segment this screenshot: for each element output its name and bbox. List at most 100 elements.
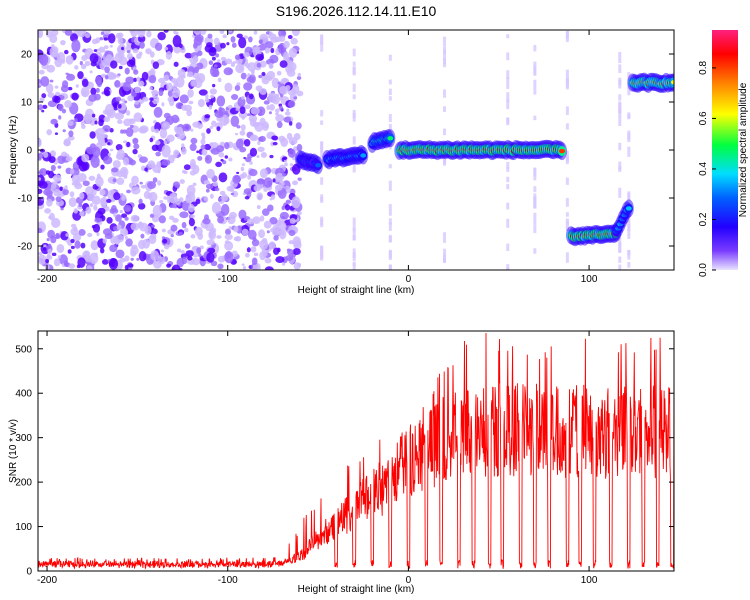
noise-speckle — [50, 164, 56, 172]
noise-speckle — [95, 128, 105, 135]
noise-speckle — [297, 72, 301, 77]
noise-speckle — [201, 135, 206, 140]
noise-speckle — [138, 30, 145, 34]
noise-speckle — [109, 44, 113, 48]
streak-mark — [565, 69, 569, 77]
noise-speckle — [38, 180, 48, 189]
snr-y-label: SNR (10 * v/v) — [8, 419, 19, 483]
noise-speckle — [293, 133, 301, 141]
noise-speckle — [103, 89, 111, 96]
streak-mark — [352, 252, 356, 262]
streak-mark — [565, 212, 569, 217]
noise-speckle — [259, 168, 268, 179]
noise-speckle — [256, 106, 266, 116]
streak-mark — [320, 141, 324, 150]
noise-speckle — [272, 141, 278, 146]
noise-speckle — [45, 258, 50, 264]
noise-speckle — [270, 47, 275, 54]
noise-speckle — [101, 259, 109, 265]
noise-speckle — [179, 94, 189, 104]
noise-speckle — [228, 226, 232, 231]
noise-speckle — [64, 185, 68, 190]
noise-speckle — [133, 77, 137, 83]
noise-speckle — [149, 233, 157, 240]
colorbar-tick-label: 0.6 — [698, 111, 709, 125]
noise-speckle — [257, 146, 265, 153]
noise-speckle — [200, 138, 206, 145]
noise-speckle — [115, 234, 125, 243]
noise-speckle — [96, 134, 102, 140]
streak-mark — [565, 220, 569, 231]
noise-speckle — [74, 240, 81, 249]
noise-speckle — [65, 156, 73, 162]
noise-speckle — [84, 60, 91, 67]
noise-speckle — [95, 87, 100, 93]
noise-speckle — [189, 159, 196, 168]
spectrogram-x-tick-label: -200 — [37, 274, 57, 285]
streak-mark — [618, 94, 622, 101]
noise-speckle — [140, 184, 147, 189]
noise-speckle — [198, 253, 202, 258]
noise-speckle — [47, 248, 52, 255]
noise-speckle — [142, 96, 149, 102]
streak-mark — [618, 256, 622, 263]
noise-speckle — [116, 177, 125, 185]
noise-speckle — [275, 256, 285, 264]
noise-speckle — [130, 257, 134, 261]
noise-speckle — [127, 95, 135, 102]
noise-speckle — [216, 95, 226, 107]
noise-speckle — [170, 77, 178, 84]
noise-speckle — [256, 178, 265, 185]
colorbar-tick-label: 0.2 — [698, 212, 709, 226]
noise-speckle — [117, 103, 122, 109]
noise-speckle — [220, 42, 226, 49]
noise-speckle — [250, 107, 260, 115]
spectrogram-x-label: Height of straight line (km) — [298, 285, 415, 296]
noise-speckle — [156, 161, 162, 168]
noise-speckle — [139, 41, 145, 49]
noise-speckle — [109, 244, 118, 253]
streak-mark — [352, 94, 356, 100]
noise-speckle — [94, 120, 98, 125]
noise-speckle — [173, 61, 179, 67]
noise-speckle — [78, 228, 86, 236]
noise-speckle — [187, 255, 193, 261]
noise-speckle — [211, 202, 222, 214]
noise-speckle — [231, 190, 239, 198]
noise-speckle — [261, 237, 268, 244]
noise-speckle — [57, 165, 62, 169]
noise-speckle — [112, 178, 117, 183]
noise-speckle — [63, 138, 71, 146]
noise-speckle — [206, 252, 215, 263]
noise-speckle — [246, 76, 255, 83]
noise-speckle — [57, 255, 62, 259]
noise-speckle — [291, 196, 301, 209]
noise-speckle — [39, 97, 45, 103]
noise-speckle — [225, 228, 231, 236]
noise-speckle — [224, 240, 230, 245]
noise-speckle — [279, 60, 288, 68]
noise-speckle — [93, 204, 98, 211]
streak-mark — [533, 66, 537, 75]
noise-speckle — [91, 113, 96, 118]
streak-mark — [443, 159, 447, 166]
noise-speckle — [244, 195, 250, 200]
noise-speckle — [75, 84, 79, 88]
noise-speckle — [273, 235, 279, 241]
noise-speckle — [279, 211, 289, 220]
streak-mark — [627, 114, 631, 119]
noise-speckle — [111, 167, 119, 173]
noise-speckle — [157, 180, 162, 186]
noise-speckle — [77, 71, 84, 80]
noise-speckle — [218, 172, 228, 183]
streak-mark — [352, 263, 356, 270]
noise-speckle — [208, 104, 213, 110]
noise-speckle — [120, 98, 126, 102]
noise-speckle — [253, 30, 258, 35]
noise-speckle — [190, 80, 197, 87]
noise-speckle — [192, 164, 200, 175]
noise-speckle — [284, 204, 291, 211]
noise-speckle — [179, 211, 189, 219]
noise-speckle — [159, 128, 168, 139]
noise-speckle — [284, 162, 288, 167]
